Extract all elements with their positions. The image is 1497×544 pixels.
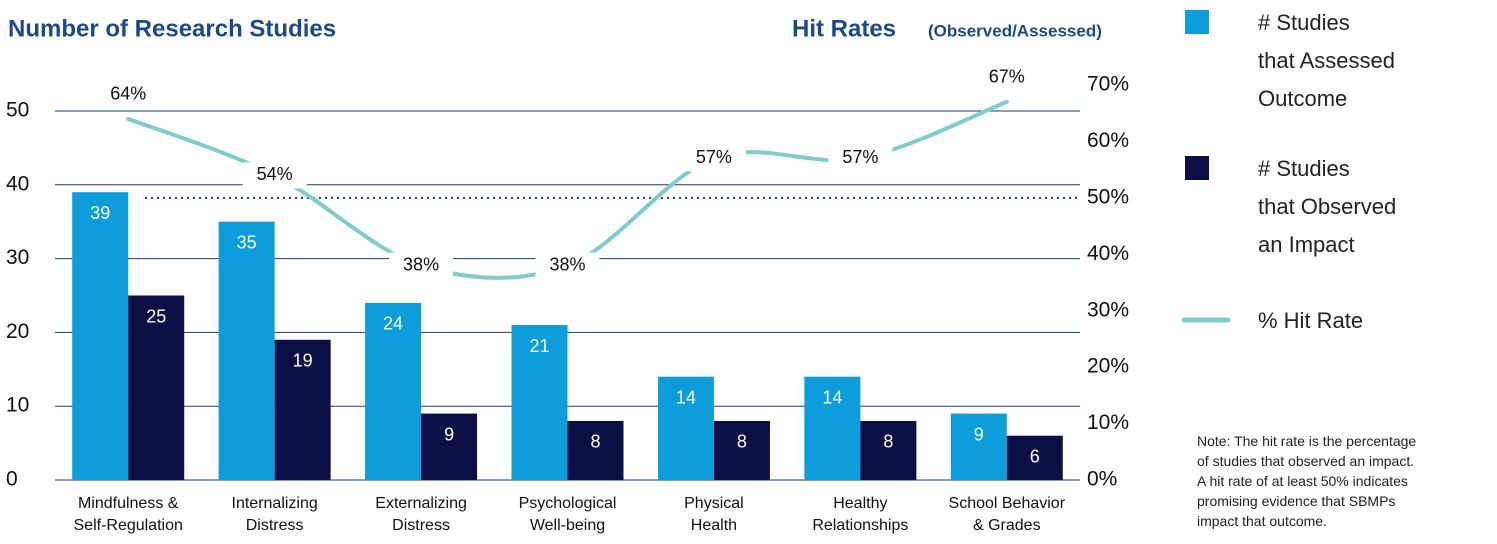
- bar-value-label: 24: [383, 314, 403, 334]
- bar-value-label: 9: [444, 424, 454, 444]
- x-tick-label: Externalizing Distress: [375, 495, 467, 534]
- y2-tick-label: 10%: [1087, 411, 1129, 434]
- legend-label-line: an Impact: [1258, 232, 1355, 257]
- x-tick-label: Mindfulness & Self-Regulation: [74, 495, 183, 534]
- x-tick-label-line: Relationships: [812, 517, 908, 534]
- x-tick-label-line: & Grades: [973, 517, 1041, 534]
- legend-label: % Hit Rate: [1258, 308, 1363, 333]
- x-tick-label-line: Healthy: [833, 495, 887, 512]
- y-tick-label: 10: [6, 394, 29, 417]
- legend-label-line: that Observed: [1258, 194, 1396, 219]
- legend-label-line: % Hit Rate: [1258, 308, 1363, 333]
- line-value-label: 67%: [989, 67, 1025, 87]
- label-bg: [828, 145, 893, 172]
- bar: [72, 192, 129, 480]
- note-line: A hit rate of at least 50% indicates: [1197, 473, 1408, 489]
- bar-value-label: 8: [737, 432, 747, 452]
- bar: [713, 420, 770, 480]
- bar-value-label: 8: [883, 432, 893, 452]
- bar: [128, 295, 185, 480]
- x-tick-label-line: Externalizing: [375, 495, 467, 512]
- x-tick-label-line: Distress: [246, 517, 304, 534]
- line-value-label: 54%: [257, 164, 293, 184]
- y-tick-label: 0: [6, 468, 18, 491]
- legend-label-line: # Studies: [1258, 156, 1350, 181]
- bar: [511, 325, 568, 480]
- bar-value-label: 14: [676, 387, 696, 407]
- y-tick-label: 40: [6, 172, 29, 195]
- bar: [657, 376, 714, 480]
- bar-value-label: 25: [146, 306, 166, 326]
- y2-tick-label: 60%: [1087, 129, 1129, 152]
- bar-value-label: 14: [822, 387, 842, 407]
- bar: [567, 420, 624, 480]
- bar-value-label: 19: [293, 351, 313, 371]
- line-value-label: 38%: [549, 254, 585, 274]
- bar: [421, 413, 478, 480]
- x-tick-label-line: Health: [691, 517, 737, 534]
- bar: [365, 302, 422, 480]
- legend-label: # Studies that Assessed Outcome: [1258, 10, 1395, 111]
- bar: [950, 413, 1007, 480]
- label-bg: [242, 162, 307, 189]
- y2-tick-label: 50%: [1087, 185, 1129, 208]
- line-value-label: 57%: [842, 147, 878, 167]
- bar: [860, 420, 917, 480]
- bar-value-label: 6: [1030, 446, 1040, 466]
- label-bg: [389, 252, 454, 279]
- bar-value-label: 9: [974, 424, 984, 444]
- x-tick-label: Internalizing Distress: [232, 495, 318, 534]
- y-tick-label: 20: [6, 320, 29, 343]
- bar: [1006, 435, 1063, 480]
- x-tick-label: Psychological Well-being: [519, 495, 617, 534]
- x-tick-label-line: Self-Regulation: [74, 517, 183, 534]
- legend-label-line: Outcome: [1258, 86, 1347, 111]
- bar-value-label: 35: [237, 232, 257, 252]
- legend-swatch: [1185, 156, 1209, 180]
- note-line: of studies that observed an impact.: [1197, 453, 1414, 469]
- x-tick-label-line: Mindfulness &: [78, 495, 179, 512]
- x-tick-label-line: Well-being: [530, 517, 605, 534]
- y2-title: Hit Rates: [792, 15, 896, 42]
- y2-tick-label: 40%: [1087, 242, 1129, 265]
- x-tick-label: Healthy Relationships: [812, 495, 908, 534]
- y-tick-label: 30: [6, 246, 29, 269]
- bar-value-label: 8: [590, 432, 600, 452]
- y2-tick-label: 20%: [1087, 355, 1129, 378]
- bar: [274, 339, 331, 480]
- chart-title: Number of Research Studies: [8, 15, 336, 42]
- x-tick-label-line: Psychological: [519, 495, 617, 512]
- y2-subtitle: (Observed/Assessed): [928, 21, 1102, 40]
- y2-tick-label: 0%: [1087, 468, 1117, 491]
- note-line: promising evidence that SBMPs: [1197, 493, 1395, 509]
- legend-label: # Studies that Observed an Impact: [1258, 156, 1396, 257]
- legend-swatch: [1185, 10, 1209, 34]
- x-tick-label-line: School Behavior: [949, 495, 1066, 512]
- bar: [804, 376, 861, 480]
- y2-tick-label: 70%: [1087, 73, 1129, 96]
- label-bg: [535, 252, 600, 279]
- legend-label-line: # Studies: [1258, 10, 1350, 35]
- note: Note: The hit rate is the percentage of s…: [1197, 433, 1416, 529]
- y-tick-label: 50: [6, 99, 29, 122]
- bar: [218, 221, 275, 480]
- legend-label-line: that Assessed: [1258, 48, 1395, 73]
- x-tick-label-line: Internalizing: [232, 495, 318, 512]
- line-value-label: 38%: [403, 254, 439, 274]
- line-value-label: 64%: [110, 84, 146, 104]
- x-tick-label-line: Physical: [684, 495, 744, 512]
- line-value-label: 57%: [696, 147, 732, 167]
- bar-value-label: 21: [529, 336, 549, 356]
- y2-tick-label: 30%: [1087, 298, 1129, 321]
- x-tick-label: Physical Health: [684, 495, 744, 534]
- label-bg: [681, 145, 746, 172]
- x-tick-label-line: Distress: [392, 517, 450, 534]
- x-tick-label: School Behavior & Grades: [949, 495, 1066, 534]
- note-line: impact that outcome.: [1197, 513, 1327, 529]
- note-line: Note: The hit rate is the percentage: [1197, 433, 1416, 449]
- bar-value-label: 39: [90, 203, 110, 223]
